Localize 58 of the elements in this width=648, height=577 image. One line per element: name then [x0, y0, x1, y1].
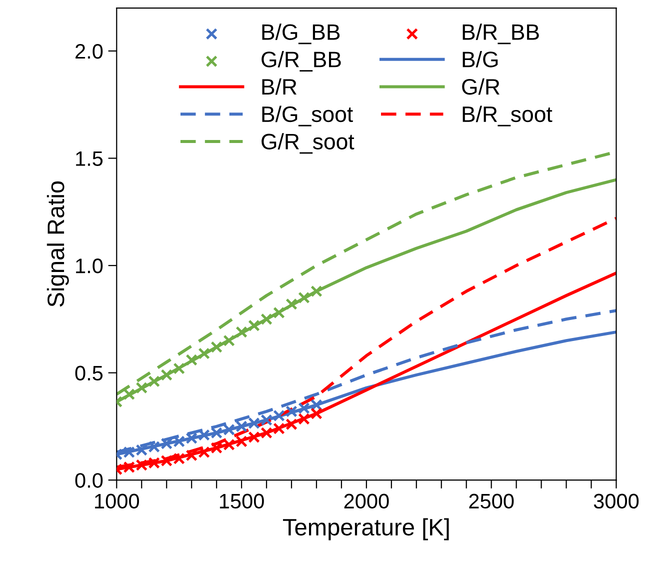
legend-label: G/R_soot	[262, 133, 354, 154]
point	[223, 424, 235, 436]
legend-label: B/R_BB	[462, 24, 539, 44]
point	[310, 408, 322, 420]
point	[223, 334, 235, 347]
legend-label: B/R	[262, 78, 296, 95]
point	[186, 354, 198, 366]
point	[148, 440, 160, 453]
point	[298, 292, 310, 304]
point	[236, 420, 248, 432]
point	[273, 422, 285, 434]
point	[173, 362, 185, 374]
point	[248, 320, 260, 332]
point	[248, 417, 260, 430]
legend-label: G/R_BB	[262, 51, 341, 72]
point	[223, 438, 235, 451]
y-tick-label: 0.5	[75, 366, 103, 381]
point	[286, 298, 298, 310]
point	[236, 436, 248, 448]
point	[198, 446, 210, 458]
legend-label: G/R	[462, 78, 500, 95]
point	[198, 348, 210, 360]
y-axis-title: Signal Ratio	[46, 181, 69, 307]
point	[210, 442, 222, 454]
point	[136, 382, 148, 394]
legend-label: B/R_soot	[462, 106, 552, 126]
point	[148, 375, 160, 388]
y-tick-label: 2.0	[76, 44, 103, 59]
x-tick-label: 1000	[95, 494, 139, 509]
x-tick-label: 2000	[344, 494, 389, 509]
y-tick-label: 1.0	[76, 258, 103, 274]
point	[123, 388, 136, 400]
point	[273, 410, 285, 422]
point	[286, 418, 298, 430]
point	[273, 306, 285, 319]
point	[298, 402, 310, 414]
point	[298, 413, 310, 425]
point	[260, 426, 272, 439]
x-tick-label: 3000	[594, 494, 639, 509]
point	[186, 432, 198, 444]
point	[160, 369, 173, 381]
point	[310, 399, 322, 411]
point	[236, 326, 248, 338]
point	[286, 406, 298, 418]
point	[260, 414, 272, 426]
point	[210, 341, 222, 353]
legend-label: B/G_BB	[262, 24, 340, 44]
point	[248, 431, 260, 444]
y-tick-label: 1.5	[76, 151, 103, 166]
y-tick-label: 0.0	[75, 473, 103, 488]
legend-label: B/G_soot	[262, 106, 353, 126]
x-tick-label: 2500	[469, 494, 514, 509]
x-axis-title: Temperature [K]	[283, 518, 449, 540]
legend-label: B/G	[462, 51, 498, 68]
point	[260, 313, 272, 326]
point	[310, 285, 322, 298]
point	[186, 449, 198, 462]
x-tick-label: 1500	[220, 494, 264, 509]
